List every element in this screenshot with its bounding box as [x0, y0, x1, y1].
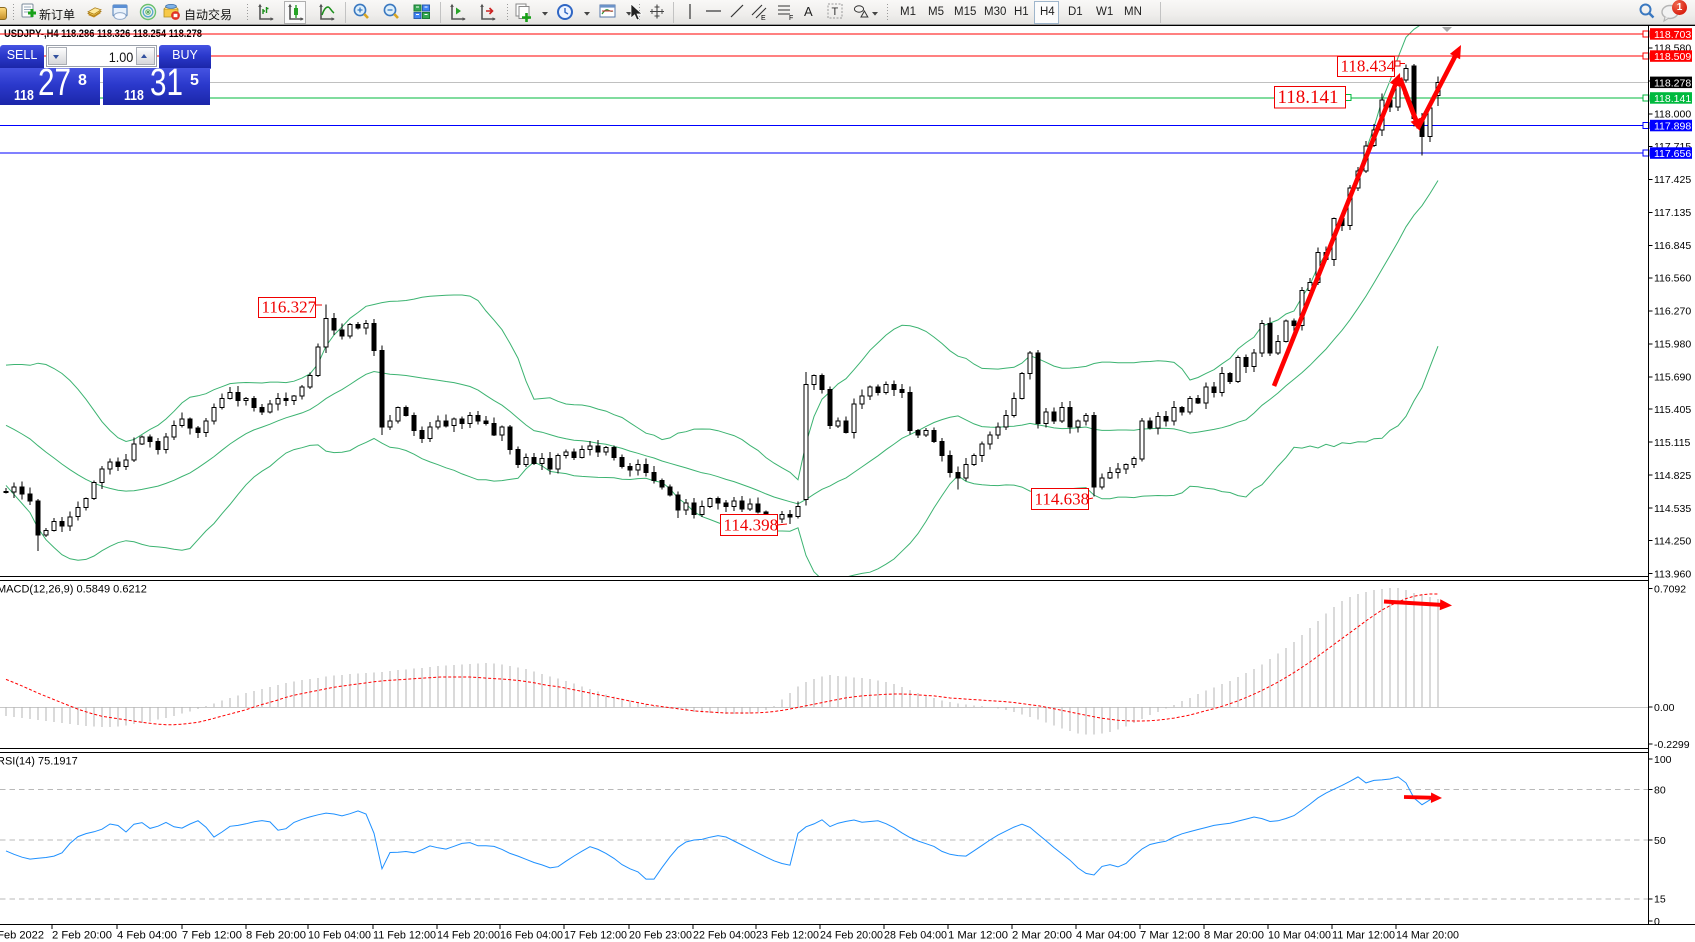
svg-text:20 Feb 23:00: 20 Feb 23:00: [629, 930, 692, 942]
svg-text:117.135: 117.135: [1654, 207, 1691, 219]
svg-text:F: F: [789, 15, 793, 22]
svg-text:10 Mar 04:00: 10 Mar 04:00: [1268, 930, 1331, 942]
svg-text:114.535: 114.535: [1654, 503, 1691, 515]
svg-text:MACD(12,26,9) 0.5849 0.6212: MACD(12,26,9) 0.5849 0.6212: [0, 584, 147, 596]
svg-text:114.638: 114.638: [1035, 490, 1090, 509]
svg-text:17 Feb 12:00: 17 Feb 12:00: [564, 930, 627, 942]
svg-text:0.7092: 0.7092: [1654, 583, 1686, 595]
svg-text:0.00: 0.00: [1654, 702, 1675, 714]
svg-text:115.690: 115.690: [1654, 372, 1691, 384]
svg-text:T: T: [832, 6, 839, 18]
svg-text:15: 15: [1654, 894, 1666, 906]
svg-text:115.115: 115.115: [1654, 437, 1691, 449]
svg-text:0: 0: [1654, 916, 1660, 928]
svg-text:7 Feb 12:00: 7 Feb 12:00: [182, 930, 242, 942]
svg-text:-0.2299: -0.2299: [1654, 739, 1690, 751]
svg-text:24 Feb 20:00: 24 Feb 20:00: [820, 930, 883, 942]
svg-text:100: 100: [1654, 754, 1672, 766]
svg-text:116.560: 116.560: [1654, 273, 1691, 285]
svg-text:4 Mar 04:00: 4 Mar 04:00: [1076, 930, 1136, 942]
svg-text:114.250: 114.250: [1654, 535, 1691, 547]
svg-text:117.656: 117.656: [1654, 148, 1691, 160]
svg-text:80: 80: [1654, 784, 1666, 796]
svg-text:10 Feb 04:00: 10 Feb 04:00: [308, 930, 371, 942]
svg-text:114.398: 114.398: [724, 516, 779, 535]
svg-text:28 Feb 04:00: 28 Feb 04:00: [884, 930, 947, 942]
svg-text:118.434: 118.434: [1341, 57, 1396, 76]
svg-text:115.405: 115.405: [1654, 404, 1691, 416]
svg-text:8 Feb 20:00: 8 Feb 20:00: [246, 930, 306, 942]
svg-text:118.703: 118.703: [1654, 29, 1691, 41]
svg-text:118.509: 118.509: [1654, 51, 1691, 63]
svg-text:50: 50: [1654, 835, 1666, 847]
svg-text:11 Feb 12:00: 11 Feb 12:00: [373, 930, 436, 942]
svg-text:116.327: 116.327: [262, 298, 317, 317]
svg-text:113.960: 113.960: [1654, 569, 1691, 581]
svg-text:117.898: 117.898: [1654, 121, 1691, 133]
svg-text:11 Mar 12:00: 11 Mar 12:00: [1332, 930, 1395, 942]
svg-text:RSI(14) 75.1917: RSI(14) 75.1917: [0, 756, 78, 768]
svg-text:2 Mar 20:00: 2 Mar 20:00: [1012, 930, 1072, 942]
svg-text:118.141: 118.141: [1278, 87, 1339, 108]
svg-text:118.278: 118.278: [1654, 77, 1691, 89]
svg-text:118.000: 118.000: [1654, 109, 1691, 121]
svg-text:1 Mar 12:00: 1 Mar 12:00: [948, 930, 1008, 942]
svg-text:23 Feb 12:00: 23 Feb 12:00: [756, 930, 819, 942]
svg-text:116.845: 116.845: [1654, 240, 1691, 252]
svg-text:E: E: [761, 15, 766, 22]
svg-text:4 Feb 04:00: 4 Feb 04:00: [117, 930, 177, 942]
svg-text:117.425: 117.425: [1654, 174, 1691, 186]
svg-text:116.270: 116.270: [1654, 306, 1691, 318]
svg-text:114.825: 114.825: [1654, 470, 1691, 482]
svg-text:14 Feb 20:00: 14 Feb 20:00: [437, 930, 500, 942]
svg-text:16 Feb 04:00: 16 Feb 04:00: [500, 930, 563, 942]
svg-text:115.980: 115.980: [1654, 339, 1691, 351]
svg-text:118.141: 118.141: [1654, 93, 1691, 105]
svg-text:14 Mar 20:00: 14 Mar 20:00: [1396, 930, 1459, 942]
svg-text:8 Mar 20:00: 8 Mar 20:00: [1204, 930, 1264, 942]
svg-text:7 Mar 12:00: 7 Mar 12:00: [1140, 930, 1200, 942]
svg-text:1 Feb 2022: 1 Feb 2022: [0, 930, 44, 942]
svg-text:2 Feb 20:00: 2 Feb 20:00: [52, 930, 112, 942]
svg-text:22 Feb 04:00: 22 Feb 04:00: [693, 930, 756, 942]
